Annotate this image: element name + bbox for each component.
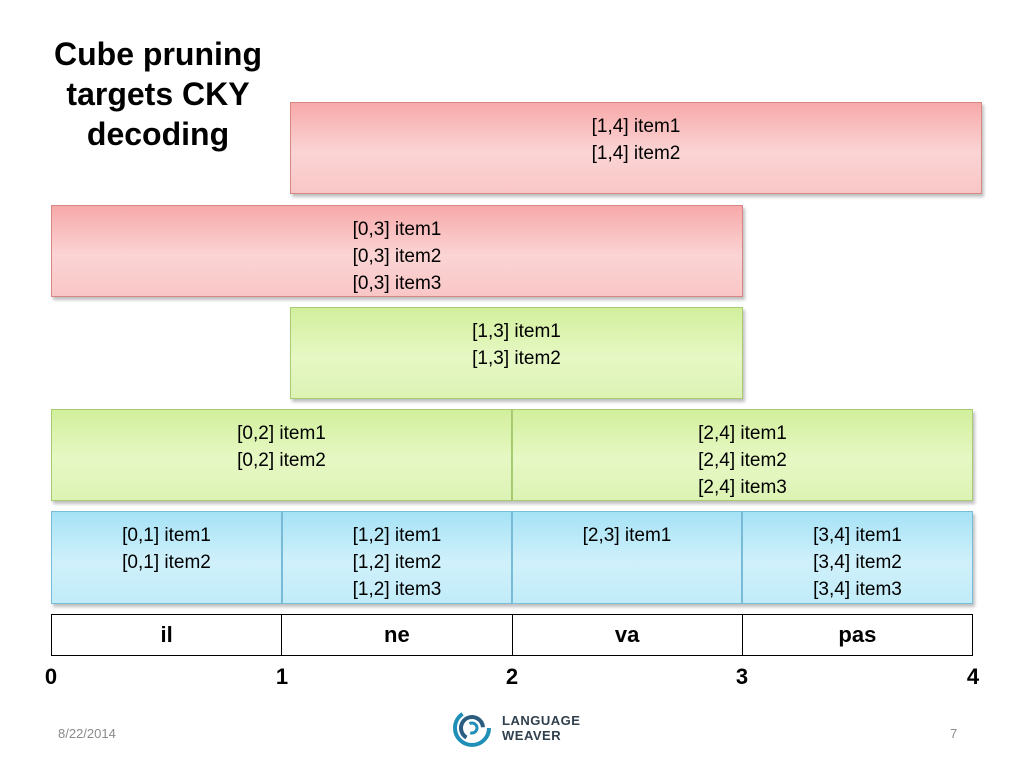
chart-cell-3-4: [3,4] item1 [3,4] item2 [3,4] item3 [742,511,973,604]
position-label: 1 [275,664,289,689]
position-label: 4 [966,664,980,689]
item-label: [1,2] item3 [352,579,442,600]
input-sentence: il ne va pas [51,614,973,656]
page-number: 7 [950,726,958,741]
title-line-2: targets CKY [66,76,250,112]
chart-cell-0-1: [0,1] item1 [0,1] item2 [51,511,282,604]
item-label: [0,2] item1 [237,423,326,444]
word-cell: pas [838,622,877,647]
item-label: [1,2] item1 [352,525,442,546]
item-label: [1,3] item2 [472,348,561,369]
chart-cell-1-3: [1,3] item1 [1,3] item2 [290,307,743,399]
item-label: [3,4] item2 [813,552,902,573]
position-label: 3 [735,664,749,689]
item-label: [0,3] item3 [352,273,442,294]
item-label: [3,4] item3 [813,579,902,600]
title-line-3: decoding [86,116,230,152]
item-label: [1,2] item2 [352,552,442,573]
logo-line-2: WEAVER [502,728,562,743]
item-label: [1,4] item1 [591,116,681,137]
item-label: [0,1] item1 [122,525,211,546]
chart-cell-2-4: [2,4] item1 [2,4] item2 [2,4] item3 [512,409,973,501]
word-cell: ne [282,615,513,655]
word-cell: il [52,615,283,655]
item-label: [2,4] item3 [698,477,787,498]
chart-cell-1-2: [1,2] item1 [1,2] item2 [1,2] item3 [282,511,512,604]
item-label: [2,4] item2 [698,450,787,471]
slide-title: Cube pruning targets CKY decoding [40,34,276,154]
item-label: [1,4] item2 [591,143,681,164]
item-label: [3,4] item1 [813,525,902,546]
chart-cell-1-4: [1,4] item1 [1,4] item2 [290,102,982,194]
position-label: 2 [505,664,519,689]
item-label: [0,1] item2 [122,552,211,573]
footer-date: 8/22/2014 [58,726,116,741]
item-label: [0,3] item1 [352,219,442,240]
item-label: [1,3] item1 [472,321,561,342]
item-label: [2,4] item1 [698,423,787,444]
chart-cell-0-2: [0,2] item1 [0,2] item2 [51,409,512,501]
position-label: 0 [44,664,58,689]
item-label: [0,3] item2 [352,246,442,267]
chart-cell-0-3: [0,3] item1 [0,3] item2 [0,3] item3 [51,205,743,297]
weave-icon [453,709,491,747]
logo-line-1: LANGUAGE [502,713,581,728]
word-cell: va [513,615,743,655]
item-label: [2,3] item1 [582,525,672,546]
item-label: [0,2] item2 [237,450,326,471]
language-weaver-logo: LANGUAGE WEAVER [452,708,580,748]
title-line-1: Cube pruning [54,36,262,72]
chart-cell-2-3: [2,3] item1 [512,511,742,604]
